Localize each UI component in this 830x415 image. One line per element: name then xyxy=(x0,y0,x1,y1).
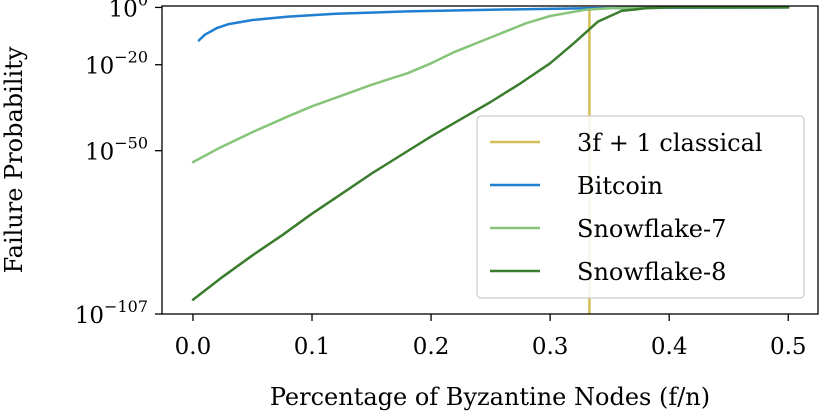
y-tick-exponent: −20 xyxy=(114,48,148,67)
legend-label: Snowflake-7 xyxy=(577,215,726,243)
y-tick-base: 10 xyxy=(85,140,114,166)
legend-label: 3f + 1 classical xyxy=(577,129,763,157)
y-tick-base: 10 xyxy=(109,0,138,22)
series-line-snowflake-8 xyxy=(191,6,790,301)
x-tick-label: 0.5 xyxy=(770,334,807,360)
legend: 3f + 1 classical Bitcoin Snowflake-7 Snowfl… xyxy=(476,115,805,299)
series-line-snowflake-7 xyxy=(191,6,790,164)
legend-label: Bitcoin xyxy=(577,172,663,200)
y-tick-exponent: −107 xyxy=(104,297,148,316)
y-tick-label: 10−20 xyxy=(85,48,148,80)
y-tick-exponent: −50 xyxy=(114,134,148,153)
y-axis-label: Failure Probability xyxy=(0,46,28,273)
x-tick-label: 0.2 xyxy=(413,334,450,360)
axes: 0.00.10.20.30.40.510010−2010−5010−107Per… xyxy=(0,0,819,411)
x-axis-label: Percentage of Byzantine Nodes (f/n) xyxy=(270,383,710,411)
y-tick-exponent: 0 xyxy=(138,0,148,9)
x-tick-label: 0.4 xyxy=(651,334,688,360)
x-tick-label: 0.1 xyxy=(294,334,331,360)
axes-frame xyxy=(161,5,819,315)
y-tick-label: 100 xyxy=(109,0,148,22)
x-tick-label: 0.3 xyxy=(532,334,569,360)
y-tick-base: 10 xyxy=(85,54,114,80)
y-tick-label: 10−50 xyxy=(85,134,148,166)
x-tick-label: 0.0 xyxy=(175,334,212,360)
legend-box xyxy=(476,115,805,299)
legend-label: Snowflake-8 xyxy=(577,258,726,286)
y-tick-base: 10 xyxy=(75,303,104,329)
y-tick-label: 10−107 xyxy=(75,297,148,329)
